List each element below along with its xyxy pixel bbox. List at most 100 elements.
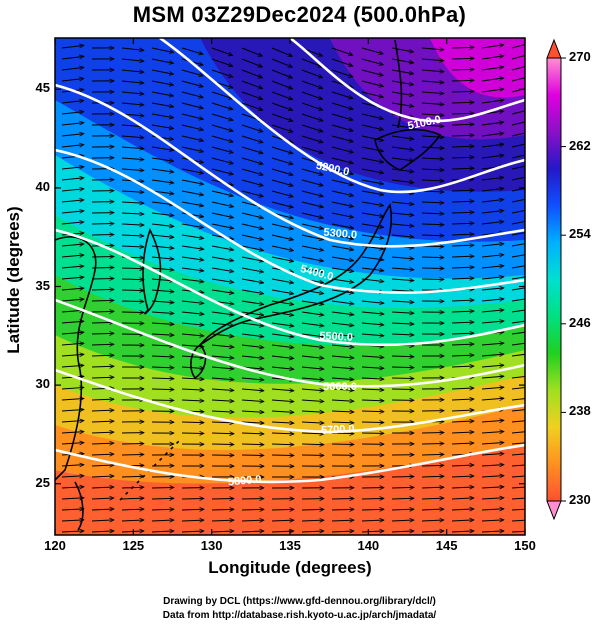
wind-vector <box>121 476 144 477</box>
wind-vector <box>241 355 264 358</box>
wind-vector <box>151 168 174 172</box>
wind-vector <box>121 92 144 94</box>
contour-line <box>289 38 525 123</box>
wind-vector <box>361 378 384 379</box>
temp-band <box>55 370 525 450</box>
wind-vector <box>301 179 323 186</box>
wind-vector <box>331 267 354 272</box>
wind-vector <box>481 531 504 532</box>
wind-vector <box>481 454 504 455</box>
wind-vector <box>211 367 234 369</box>
wind-vector <box>451 520 474 521</box>
wind-vector <box>451 388 474 389</box>
wind-vector <box>361 498 384 499</box>
wind-vector <box>61 255 84 257</box>
wind-vector <box>121 235 144 236</box>
wind-vector <box>481 155 504 159</box>
wind-vector <box>331 345 354 347</box>
coastline-hokkaido <box>374 128 442 171</box>
wind-vector <box>121 70 144 72</box>
wind-vector <box>211 135 233 142</box>
wind-vector <box>61 487 84 488</box>
x-tick-label: 140 <box>357 538 380 553</box>
wind-vector <box>181 223 204 228</box>
wind-vector <box>181 367 204 368</box>
wind-vector <box>121 59 144 61</box>
wind-vector <box>301 168 323 175</box>
wind-vector <box>391 91 414 96</box>
wind-vector <box>151 246 174 248</box>
temp-band <box>55 95 525 279</box>
wind-vector <box>301 135 323 142</box>
coastline-china <box>55 236 97 481</box>
wind-vector <box>151 487 174 488</box>
wind-vector <box>361 69 383 76</box>
contour-line <box>55 443 525 484</box>
wind-vector <box>121 147 144 149</box>
wind-vector <box>511 309 525 313</box>
wind-vector <box>481 199 504 203</box>
wind-vector <box>481 299 504 301</box>
wind-vector <box>511 154 525 159</box>
wind-vector <box>121 191 144 192</box>
wind-vector <box>451 443 474 444</box>
wind-vector <box>421 509 444 510</box>
wind-vector <box>421 147 444 148</box>
wind-vector <box>481 122 504 126</box>
wind-vector <box>241 444 264 445</box>
wind-vector <box>451 465 474 466</box>
wind-vector <box>391 58 414 63</box>
wind-vector <box>271 245 294 251</box>
wind-vector <box>301 422 324 423</box>
wind-vector <box>241 400 264 402</box>
wind-vector <box>391 102 414 106</box>
wind-vector <box>511 298 525 302</box>
wind-vector <box>211 345 234 347</box>
wind-vector <box>121 520 144 521</box>
wind-vector <box>241 267 264 272</box>
wind-vector <box>241 311 264 315</box>
wind-vector <box>61 134 84 137</box>
wind-vector <box>451 278 474 279</box>
wind-vector <box>91 476 114 477</box>
wind-vector <box>331 333 354 336</box>
wind-vector <box>391 334 414 335</box>
wind-vector <box>151 389 174 390</box>
wind-vector <box>511 331 525 335</box>
wind-vector <box>391 168 414 172</box>
wind-vector <box>361 135 384 141</box>
wind-vector <box>331 245 354 250</box>
wind-vector <box>151 367 174 368</box>
wind-vector <box>481 133 504 137</box>
wind-vector <box>61 531 84 532</box>
wind-vector <box>421 81 444 83</box>
wind-vector <box>241 91 263 99</box>
wind-vector <box>61 266 84 268</box>
wind-vector <box>511 43 525 49</box>
wind-vector <box>151 520 174 521</box>
wind-vector <box>211 47 233 55</box>
wind-vector <box>331 367 354 369</box>
wind-vector <box>511 254 525 258</box>
wind-vector <box>421 125 444 126</box>
y-axis-label: Latitude (degrees) <box>4 206 23 354</box>
wind-vector <box>421 465 444 466</box>
wind-vector <box>271 322 294 326</box>
wind-vector <box>331 311 354 315</box>
colorbar-tick-label: 230 <box>569 492 591 507</box>
wind-vector <box>511 508 525 511</box>
wind-vector <box>211 444 234 445</box>
wind-vector <box>181 245 204 249</box>
wind-vector <box>91 289 114 290</box>
wind-vector <box>61 200 84 202</box>
wind-vector <box>451 311 474 312</box>
wind-vector <box>121 246 144 247</box>
wind-vector <box>121 509 144 510</box>
wind-vector <box>91 366 114 367</box>
wind-vector <box>451 487 474 488</box>
y-tick-label: 40 <box>35 178 50 194</box>
wind-vector <box>181 356 204 358</box>
wind-vector <box>331 47 353 55</box>
wind-vector <box>301 289 324 294</box>
wind-vector <box>61 244 84 246</box>
